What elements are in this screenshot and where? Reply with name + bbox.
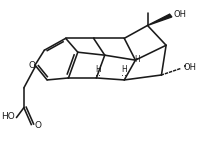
Text: H: H: [121, 65, 127, 74]
Text: O: O: [28, 61, 36, 70]
Polygon shape: [148, 14, 172, 25]
Text: OH: OH: [173, 10, 186, 19]
Text: ··: ··: [95, 71, 101, 81]
Text: H: H: [134, 55, 140, 64]
Text: •: •: [182, 64, 187, 70]
Text: HO: HO: [1, 112, 14, 121]
Text: OH: OH: [184, 63, 197, 72]
Text: ··: ··: [121, 71, 127, 81]
Text: H: H: [95, 65, 101, 74]
Text: O: O: [35, 121, 42, 131]
